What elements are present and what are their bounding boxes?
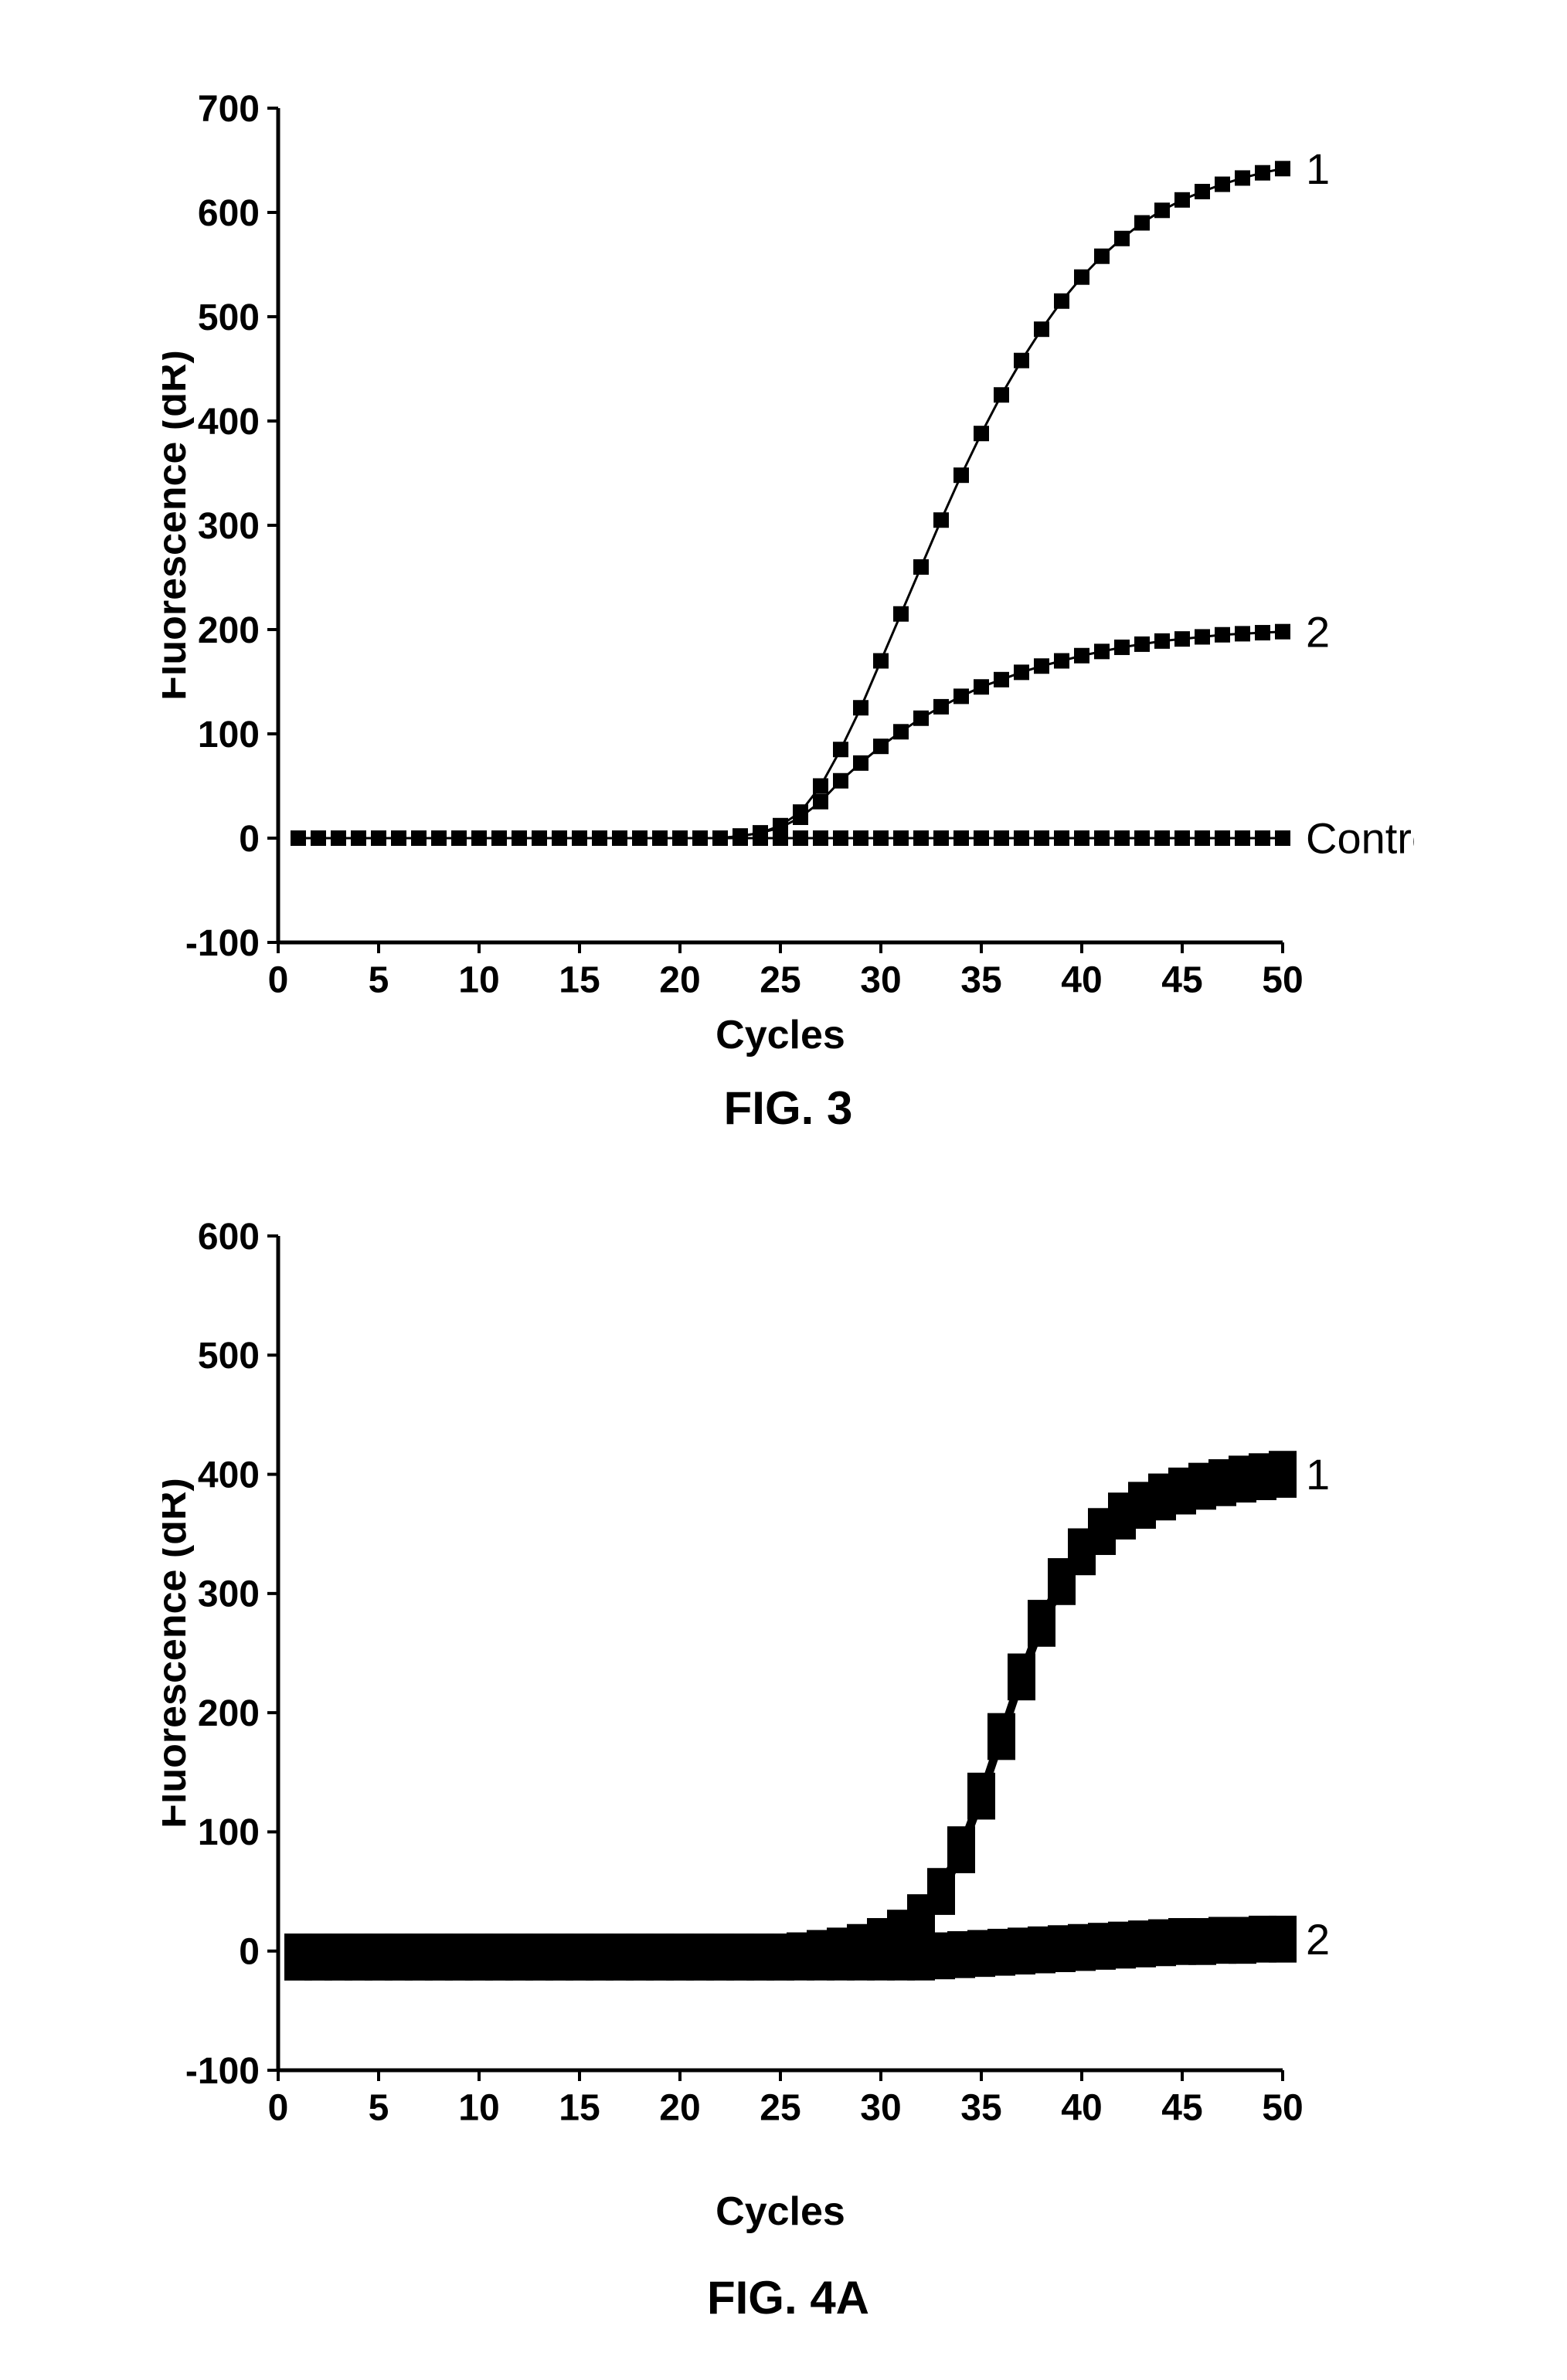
fig4a-caption: FIG. 4A bbox=[162, 2271, 1414, 2324]
svg-text:50: 50 bbox=[1262, 2087, 1303, 2128]
svg-text:-100: -100 bbox=[185, 2051, 260, 2092]
svg-text:600: 600 bbox=[198, 1221, 260, 1258]
svg-text:1: 1 bbox=[1306, 144, 1330, 193]
svg-text:30: 30 bbox=[860, 959, 901, 1000]
svg-text:10: 10 bbox=[458, 2087, 499, 2128]
svg-text:1: 1 bbox=[1306, 1450, 1330, 1499]
svg-text:500: 500 bbox=[198, 297, 260, 338]
svg-text:200: 200 bbox=[198, 1693, 260, 1734]
svg-text:200: 200 bbox=[198, 610, 260, 651]
svg-text:30: 30 bbox=[860, 2087, 901, 2128]
svg-text:Fluorescence (dR): Fluorescence (dR) bbox=[162, 1478, 195, 1828]
svg-text:40: 40 bbox=[1061, 959, 1102, 1000]
svg-text:15: 15 bbox=[559, 2087, 600, 2128]
svg-text:5: 5 bbox=[369, 959, 389, 1000]
svg-text:50: 50 bbox=[1262, 959, 1303, 1000]
svg-text:0: 0 bbox=[239, 1932, 260, 1973]
svg-text:0: 0 bbox=[268, 2087, 289, 2128]
svg-text:15: 15 bbox=[559, 959, 600, 1000]
svg-text:400: 400 bbox=[198, 1455, 260, 1496]
svg-text:0: 0 bbox=[268, 959, 289, 1000]
fig3-chart: -100010020030040050060070005101520253035… bbox=[162, 93, 1414, 1066]
svg-text:Cycles: Cycles bbox=[716, 1013, 845, 1058]
svg-text:100: 100 bbox=[198, 1812, 260, 1853]
svg-text:35: 35 bbox=[960, 959, 1001, 1000]
svg-text:2: 2 bbox=[1306, 1915, 1330, 1964]
fig3-caption: FIG. 3 bbox=[162, 1081, 1414, 1135]
svg-text:300: 300 bbox=[198, 1574, 260, 1615]
svg-text:300: 300 bbox=[198, 506, 260, 547]
svg-text:700: 700 bbox=[198, 93, 260, 130]
svg-text:5: 5 bbox=[369, 2087, 389, 2128]
svg-text:25: 25 bbox=[760, 2087, 800, 2128]
svg-text:600: 600 bbox=[198, 193, 260, 234]
svg-text:Fluorescence (dR): Fluorescence (dR) bbox=[162, 350, 195, 701]
svg-text:20: 20 bbox=[659, 959, 700, 1000]
fig4a-chart: -100010020030040050060005101520253035404… bbox=[162, 1221, 1414, 2240]
svg-text:0: 0 bbox=[239, 819, 260, 860]
svg-text:Control: Control bbox=[1306, 814, 1414, 863]
svg-text:Cycles: Cycles bbox=[716, 2189, 845, 2234]
svg-text:10: 10 bbox=[458, 959, 499, 1000]
svg-text:-100: -100 bbox=[185, 923, 260, 964]
svg-text:35: 35 bbox=[960, 2087, 1001, 2128]
svg-text:2: 2 bbox=[1306, 607, 1330, 656]
svg-text:400: 400 bbox=[198, 402, 260, 443]
svg-text:40: 40 bbox=[1061, 2087, 1102, 2128]
svg-text:45: 45 bbox=[1161, 2087, 1202, 2128]
svg-text:45: 45 bbox=[1161, 959, 1202, 1000]
svg-text:25: 25 bbox=[760, 959, 800, 1000]
svg-text:100: 100 bbox=[198, 715, 260, 755]
svg-text:500: 500 bbox=[198, 1336, 260, 1377]
svg-text:20: 20 bbox=[659, 2087, 700, 2128]
